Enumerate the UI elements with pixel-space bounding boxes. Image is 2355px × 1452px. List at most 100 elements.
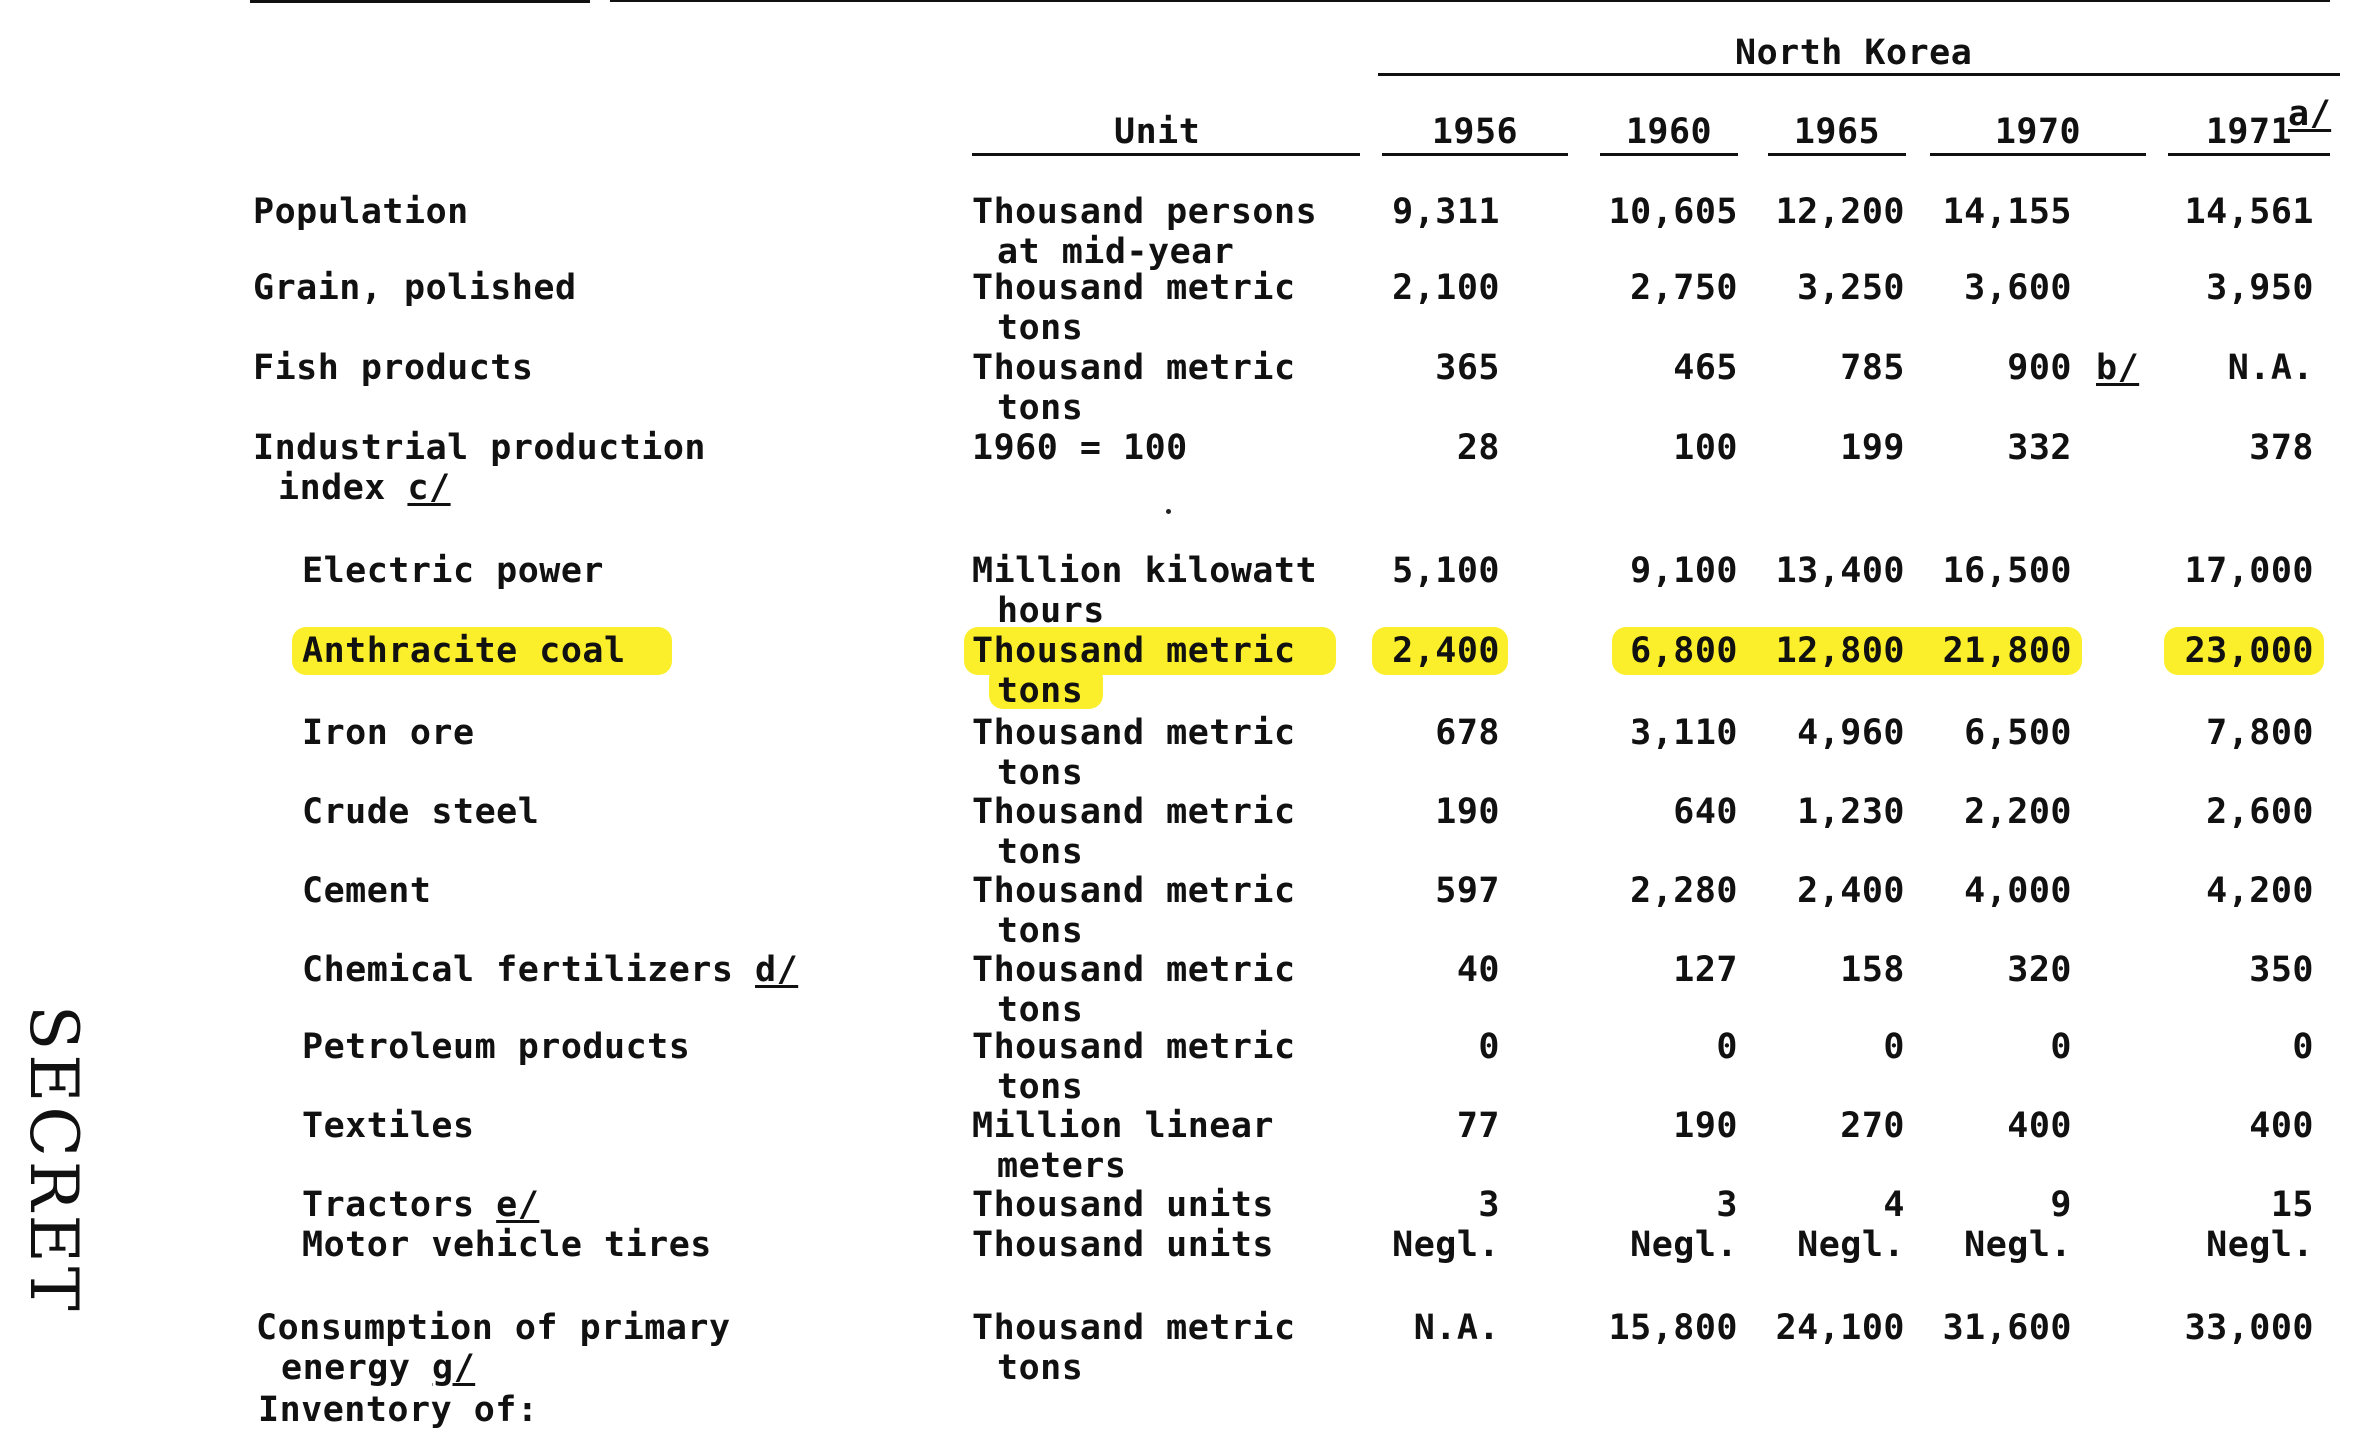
row-label-text: Cement [302,871,432,911]
row-value-1971: 23,000 [2184,631,2314,671]
row-unit: meters [997,1146,1127,1186]
row-value-1970: 400 [2007,1106,2072,1146]
row-value-1956: 678 [1435,713,1500,753]
row-unit: tons [997,990,1084,1030]
row-value-1956: 2,100 [1392,268,1500,308]
row-value-1960: 3 [1716,1185,1738,1225]
row-label-text: Motor vehicle tires [302,1225,712,1265]
row-value-1971: 378 [2249,428,2314,468]
row-value-1956: 0 [1478,1027,1500,1067]
row-unit: hours [997,591,1105,631]
row-label-text: Textiles [302,1106,475,1146]
year-header-rule-1960 [1600,153,1738,156]
row-label: Textiles [302,1106,475,1146]
year-header-rule-1970 [1930,153,2146,156]
row-value-1956: 77 [1456,1106,1500,1146]
row-value-1965: 1,230 [1797,792,1905,832]
row-value-1960: 9,100 [1630,551,1738,591]
row-value-1960: 465 [1673,348,1738,388]
row-label-text: Consumption of primary [256,1308,731,1348]
row-value-1956: 365 [1435,348,1500,388]
year-header-1960: 1960 [1625,112,1713,152]
row-value-1970: 16,500 [1942,551,2072,591]
row-value-1971: 7,800 [2206,713,2314,753]
row-label: Industrial production [253,428,706,468]
row-unit: Thousand units [972,1185,1275,1225]
unit-header-rule [972,153,1360,156]
row-value-1970: 21,800 [1942,631,2072,671]
year-header-1965: 1965 [1793,112,1881,152]
row-highlight [292,627,672,675]
row-value-1971: 350 [2249,950,2314,990]
row-value-1970: 3,600 [1964,268,2072,308]
row-value-1965: 0 [1883,1027,1905,1067]
row-value-1956: 3 [1478,1185,1500,1225]
row-value-footnote: b/ [2096,348,2140,388]
row-highlight [1612,627,2082,675]
row-unit: tons [997,1067,1084,1107]
unit-header: Unit [1114,112,1201,152]
row-value-1971: 17,000 [2184,551,2314,591]
row-highlight [989,665,1103,709]
row-label: index c/ [278,468,451,508]
row-value-1960: Negl. [1630,1225,1738,1265]
row-value-1970: 900 [2007,348,2072,388]
year-header-1956: 1956 [1431,112,1519,152]
row-value-1965: Negl. [1797,1225,1905,1265]
row-value-1960: 3,110 [1630,713,1738,753]
row-value-1960: 127 [1673,950,1738,990]
top-rule-left [250,0,590,3]
row-label-text: Grain, polished [253,268,577,308]
row-label-text: Crude steel [302,792,540,832]
row-value-1965: 13,400 [1775,551,1905,591]
row-label: Cement [302,871,431,911]
row-unit: Thousand metric [972,950,1296,990]
row-value-1971: 33,000 [2184,1308,2314,1348]
row-value-1960: 10,605 [1608,192,1738,232]
row-value-1971: 14,561 [2184,192,2314,232]
row-value-1965: 199 [1840,428,1905,468]
row-label: Chemical fertilizers d/ [302,950,798,990]
row-value-1960: 2,280 [1630,871,1738,911]
row-unit: Thousand metric [972,1308,1296,1348]
row-value-1965: 3,250 [1797,268,1905,308]
row-unit: Thousand metric [972,871,1296,911]
row-value-1960: 640 [1673,792,1738,832]
row-label-text: Electric power [302,551,605,591]
row-unit: 1960 = 100 [972,428,1188,468]
row-value-1971: 3,950 [2206,268,2314,308]
row-unit: tons [997,832,1084,872]
row-value-1970: Negl. [1964,1225,2072,1265]
row-highlight [2164,627,2324,675]
row-value-1956: Negl. [1392,1225,1500,1265]
row-value-1965: 270 [1840,1106,1905,1146]
row-unit: Thousand metric [972,268,1296,308]
row-value-1971: 15 [2270,1185,2314,1225]
row-value-1970: 0 [2050,1027,2072,1067]
row-value-1965: 12,800 [1775,631,1905,671]
top-rule-right [610,0,2330,2]
row-label: Crude steel [302,792,539,832]
row-value-1960: 2,750 [1630,268,1738,308]
row-value-1965: 12,200 [1775,192,1905,232]
year-header-rule-1971 [2168,153,2330,156]
row-value-1970: 6,500 [1964,713,2072,753]
classification-label: SECRET [15,1005,92,1315]
row-unit: tons [997,1348,1084,1388]
row-value-1971: 4,200 [2206,871,2314,911]
row-value-1956: 5,100 [1392,551,1500,591]
group-header-rule [1378,73,2340,76]
row-value-1956: N.A. [1413,1308,1500,1348]
row-label-text: Anthracite coal [302,631,626,671]
row-value-1971: 2,600 [2206,792,2314,832]
row-unit: Thousand persons [972,192,1318,232]
group-header: North Korea [1735,33,1973,73]
row-value-1970: 9 [2050,1185,2072,1225]
row-value-1956: 190 [1435,792,1500,832]
row-label-text: index [278,468,386,508]
row-label: Population [253,192,469,232]
row-value-1965: 4 [1883,1185,1905,1225]
row-unit: Thousand metric [972,792,1296,832]
row-unit: at mid-year [997,232,1235,272]
